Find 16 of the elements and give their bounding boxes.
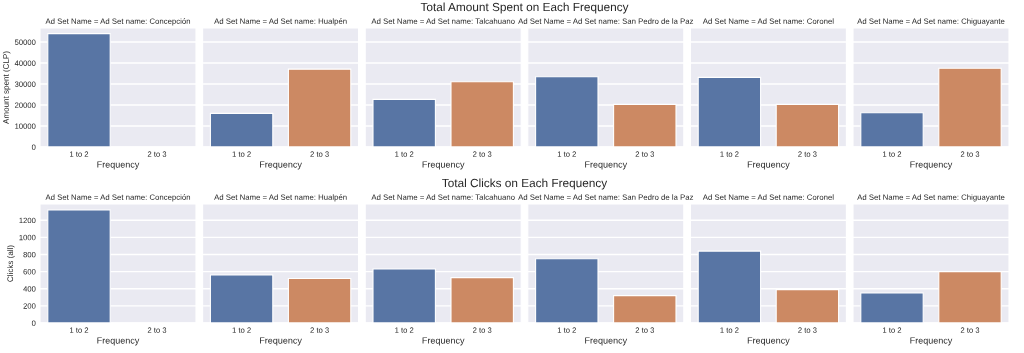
x-axis-title: Frequency [97,161,140,170]
x-axis-title: Frequency [910,337,953,346]
y-axis-title: Clicks (all) [7,245,15,282]
x-axis-title: Frequency [422,161,465,170]
x-axis-title: Frequency [260,161,302,170]
x-axis-title: Frequency [585,161,628,170]
x-axis-title: Frequency [747,337,790,346]
text: Total Clicks on Each Frequency [442,178,608,190]
x-axis-title: Frequency [585,337,628,346]
text: Total Amount Spent on Each Frequency [420,2,629,14]
y-axis-title: Amount spent (CLP) [2,51,11,124]
x-axis-title: Frequency [97,337,140,346]
x-axis-title: Frequency [747,161,790,170]
x-axis-title: Frequency [422,337,465,346]
x-axis-title: Frequency [910,161,953,170]
x-axis-title: Frequency [260,337,302,346]
